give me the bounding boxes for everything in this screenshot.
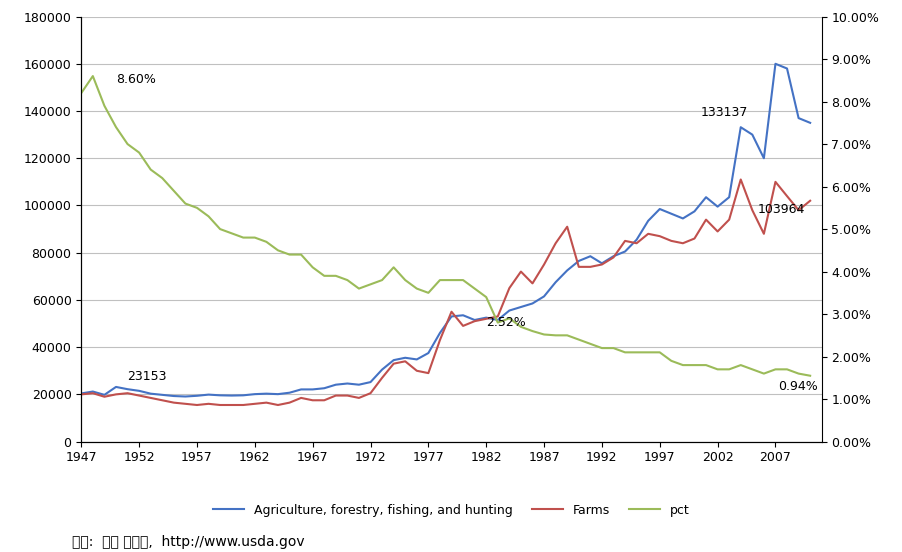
pct bbox=[179, 200, 190, 207]
pct bbox=[76, 90, 87, 97]
Agriculture, forestry, fishing, and hunting bbox=[168, 392, 179, 399]
Agriculture, forestry, fishing, and hunting bbox=[388, 357, 399, 363]
Text: 103964: 103964 bbox=[758, 203, 805, 215]
Agriculture, forestry, fishing, and hunting bbox=[446, 313, 456, 320]
Farms bbox=[191, 402, 202, 408]
Line: Agriculture, forestry, fishing, and hunting: Agriculture, forestry, fishing, and hunt… bbox=[81, 64, 809, 396]
Farms bbox=[561, 224, 572, 230]
pct bbox=[492, 319, 502, 326]
pct bbox=[804, 373, 815, 379]
Text: 133137: 133137 bbox=[699, 106, 747, 119]
pct bbox=[549, 332, 560, 339]
Line: pct: pct bbox=[81, 76, 809, 376]
Text: 2.52%: 2.52% bbox=[485, 316, 525, 329]
Agriculture, forestry, fishing, and hunting bbox=[549, 279, 560, 285]
Agriculture, forestry, fishing, and hunting bbox=[561, 267, 572, 274]
Text: 0.94%: 0.94% bbox=[777, 380, 816, 392]
pct bbox=[388, 264, 399, 270]
Farms bbox=[168, 399, 179, 406]
Farms bbox=[388, 360, 399, 367]
Text: 8.60%: 8.60% bbox=[115, 73, 156, 86]
Farms bbox=[446, 309, 456, 315]
Farms bbox=[734, 176, 745, 183]
Farms bbox=[492, 313, 502, 320]
Text: 자료:  미국 농무부,  http://www.usda.gov: 자료: 미국 농무부, http://www.usda.gov bbox=[72, 535, 305, 549]
Legend: Agriculture, forestry, fishing, and hunting, Farms, pct: Agriculture, forestry, fishing, and hunt… bbox=[207, 499, 695, 522]
Agriculture, forestry, fishing, and hunting bbox=[769, 61, 780, 67]
Text: 23153: 23153 bbox=[127, 370, 167, 383]
Farms bbox=[76, 391, 87, 397]
Farms bbox=[549, 240, 560, 247]
Farms bbox=[804, 198, 815, 204]
pct bbox=[561, 332, 572, 339]
pct bbox=[446, 277, 456, 283]
Line: Farms: Farms bbox=[81, 179, 809, 405]
Agriculture, forestry, fishing, and hunting bbox=[179, 393, 190, 400]
Agriculture, forestry, fishing, and hunting bbox=[492, 317, 502, 323]
Agriculture, forestry, fishing, and hunting bbox=[76, 390, 87, 397]
pct bbox=[87, 73, 98, 79]
Agriculture, forestry, fishing, and hunting bbox=[804, 120, 815, 126]
